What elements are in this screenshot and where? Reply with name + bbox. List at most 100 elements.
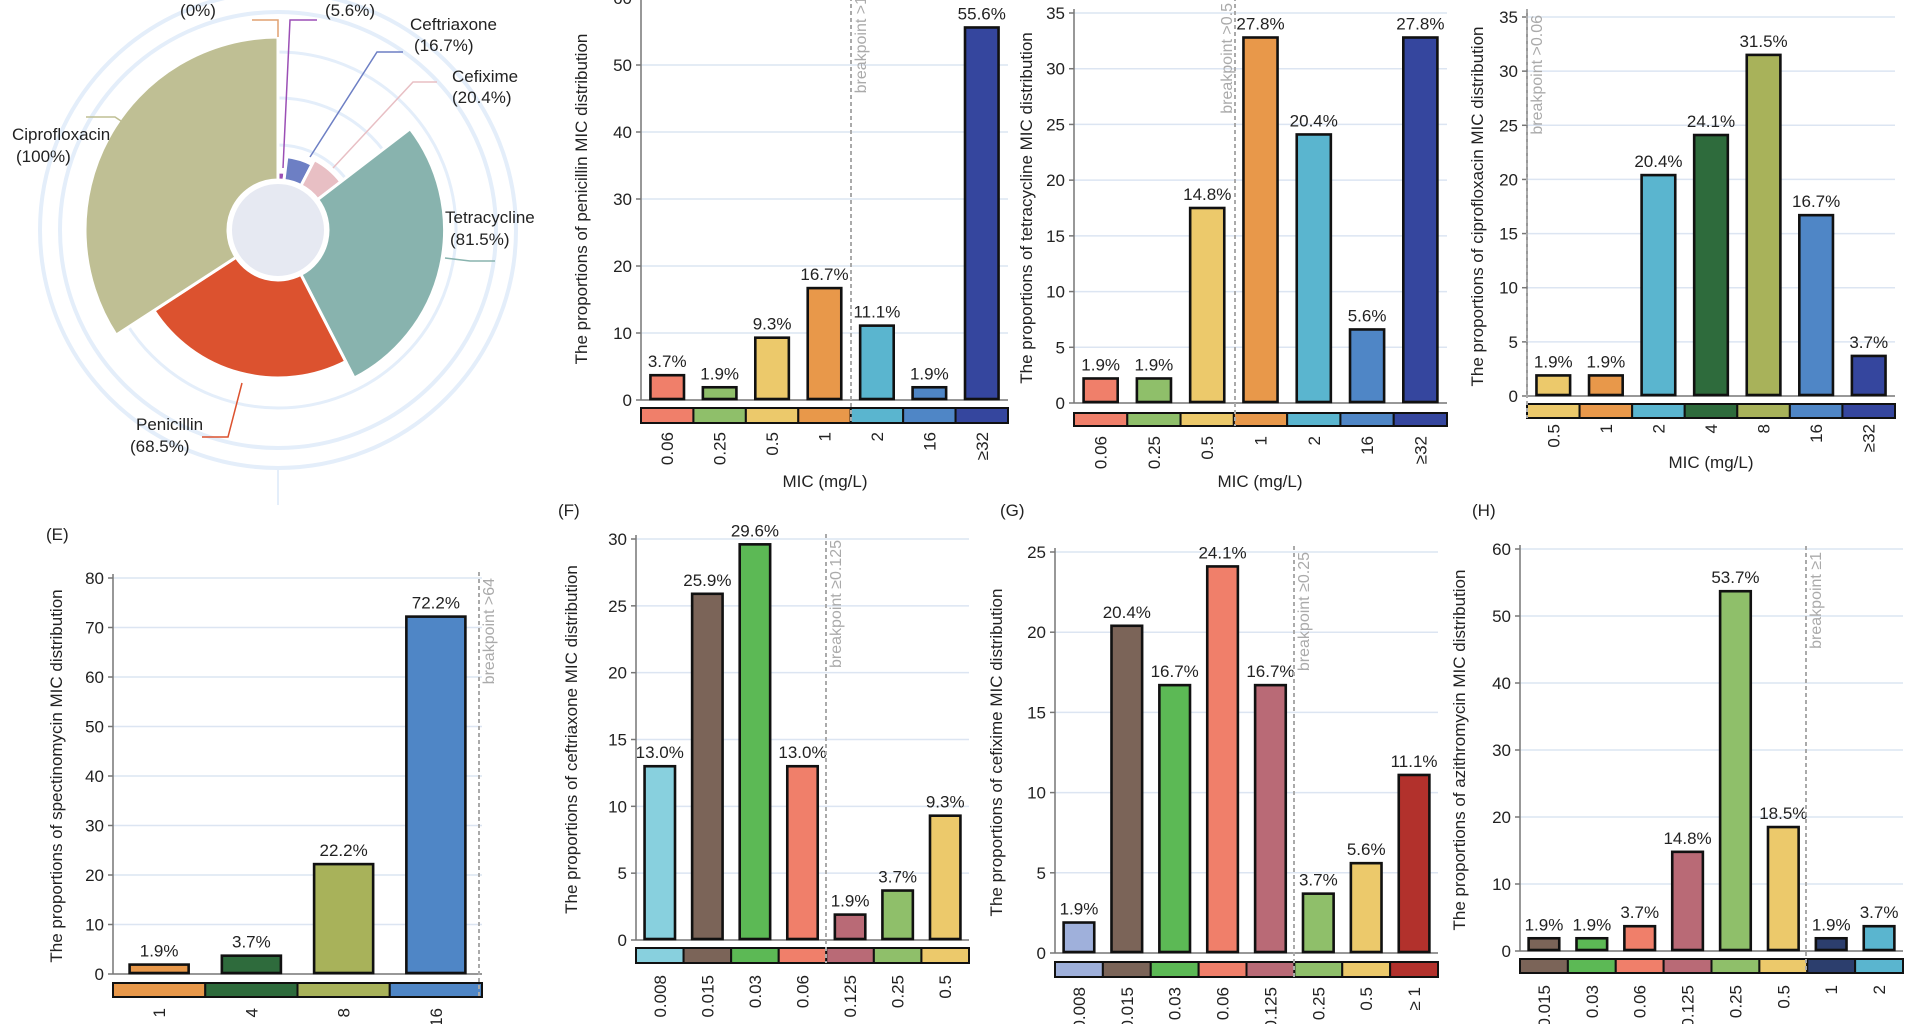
color-strip-cell <box>1854 958 1904 974</box>
x-tick-label: 0.25 <box>1145 436 1164 469</box>
x-tick-label: 0.5 <box>1357 987 1376 1011</box>
bar-value-label: 9.3% <box>753 315 792 334</box>
bar <box>753 336 791 401</box>
color-strip-cell <box>1806 958 1857 974</box>
sector-value-label: (100%) <box>16 147 71 166</box>
leader-line <box>309 51 403 158</box>
color-strip-cell <box>1788 403 1844 419</box>
bar <box>1397 773 1431 954</box>
leader-line <box>332 81 437 169</box>
bar-value-label: 1.9% <box>1572 915 1611 934</box>
color-strip-cell <box>1631 403 1686 419</box>
y-tick-label: 30 <box>1046 60 1065 79</box>
x-tick-label: 0.5 <box>936 975 955 999</box>
leader-line <box>252 19 279 37</box>
y-tick-label: 5 <box>1037 864 1046 883</box>
leader-line <box>444 257 495 262</box>
y-tick-label: 10 <box>608 797 627 816</box>
y-tick-label: 50 <box>1492 607 1511 626</box>
y-tick-label: 10 <box>1027 784 1046 803</box>
y-tick-label: 35 <box>1046 4 1065 23</box>
bar <box>881 889 915 941</box>
bar-value-label: 16.7% <box>1151 662 1199 681</box>
color-strip-cell <box>1149 961 1200 978</box>
color-strip-cell <box>692 407 747 424</box>
bar <box>1082 377 1119 404</box>
y-axis-title: The proportions of azithromycin MIC dist… <box>1450 570 1469 931</box>
bar-value-label: 20.4% <box>1103 603 1151 622</box>
bar <box>1110 624 1144 954</box>
y-tick-label: 15 <box>1027 703 1046 722</box>
bar <box>1158 683 1192 954</box>
y-tick-label: 10 <box>1492 875 1511 894</box>
color-strip-cell <box>1197 961 1248 978</box>
x-tick-label: 0.125 <box>1261 987 1280 1024</box>
bar-value-label: 16.7% <box>800 265 848 284</box>
color-strip-cell <box>204 982 299 998</box>
bar-value-label: 20.4% <box>1634 152 1682 171</box>
bar <box>690 592 724 941</box>
breakpoint-label: breakpoint >64 <box>481 578 498 684</box>
x-tick-label: 0.125 <box>1679 985 1698 1024</box>
color-strip-cell <box>1339 412 1395 427</box>
color-strip-cell <box>1245 961 1296 978</box>
y-axis-title: The proportions of ciprofloxacin MIC dis… <box>1468 27 1487 387</box>
y-tick-label: 20 <box>1499 170 1518 189</box>
bar <box>1253 683 1288 954</box>
y-axis-title: The proportions of ceftriaxone MIC distr… <box>562 565 581 914</box>
bar <box>963 26 1000 401</box>
bar <box>1348 328 1386 404</box>
panel-label: (G) <box>1000 501 1025 520</box>
x-tick-label: 4 <box>242 1008 261 1017</box>
x-axis-title: MIC (mg/L) <box>1218 472 1303 491</box>
bar-value-label: 18.5% <box>1759 804 1807 823</box>
x-tick-label: 2 <box>868 432 887 441</box>
x-tick-label: 0.015 <box>1535 985 1554 1024</box>
x-tick-label: 0.015 <box>1118 987 1137 1024</box>
sector-value-label: (16.7%) <box>414 36 474 55</box>
rose-chart: (0%) (5.6%) Ceftriaxone (16.7%) Cefixime (20.… <box>12 0 535 505</box>
y-tick-label: 25 <box>1027 543 1046 562</box>
x-tick-label: 0.03 <box>1166 987 1185 1020</box>
bar <box>1301 892 1335 954</box>
y-tick-label: 25 <box>1046 115 1065 134</box>
x-tick-label: 1 <box>816 432 835 441</box>
color-strip-cell <box>296 982 391 998</box>
bar-value-label: 13.0% <box>778 743 826 762</box>
breakpoint-label: breakpoint >0.06 <box>1529 15 1546 135</box>
bar-value-label: 20.4% <box>1290 111 1338 130</box>
bar <box>1814 936 1848 952</box>
breakpoint-label: breakpoint ≥0.25 <box>1296 552 1313 671</box>
color-strip-cell <box>902 407 957 424</box>
bar-value-label: 11.1% <box>853 303 900 322</box>
y-tick-label: 10 <box>1046 283 1065 302</box>
bar <box>1623 924 1657 952</box>
y-tick-label: 5 <box>1056 338 1065 357</box>
y-tick-label: 25 <box>608 597 627 616</box>
color-strip-cell <box>1841 403 1897 419</box>
bar-value-label: 16.7% <box>1246 662 1294 681</box>
color-strip-cell <box>1614 958 1665 974</box>
color-strip-cell <box>1232 412 1289 427</box>
x-tick-label: 1 <box>1597 424 1616 433</box>
bar <box>858 324 896 401</box>
breakpoint-label: breakpoint >0.5 <box>1219 3 1236 114</box>
x-tick-label: 0.008 <box>1070 987 1089 1024</box>
color-strip-cell <box>744 407 800 424</box>
color-strip-cell <box>1736 403 1791 419</box>
y-tick-label: 0 <box>1509 387 1518 406</box>
y-tick-label: 20 <box>608 664 627 683</box>
bar <box>1640 173 1677 397</box>
bar <box>1349 861 1383 954</box>
bar-value-label: 14.8% <box>1183 185 1231 204</box>
color-strip-cell <box>1054 961 1104 978</box>
panel-label: (E) <box>46 525 69 544</box>
bar <box>928 814 962 941</box>
y-tick-label: 40 <box>1492 674 1511 693</box>
sector-value-label: (68.5%) <box>130 437 190 456</box>
y-tick-label: 10 <box>613 324 632 343</box>
color-strip-cell <box>388 982 483 998</box>
x-tick-label: 0.06 <box>1631 985 1650 1018</box>
x-tick-label: 0.25 <box>1726 985 1745 1018</box>
